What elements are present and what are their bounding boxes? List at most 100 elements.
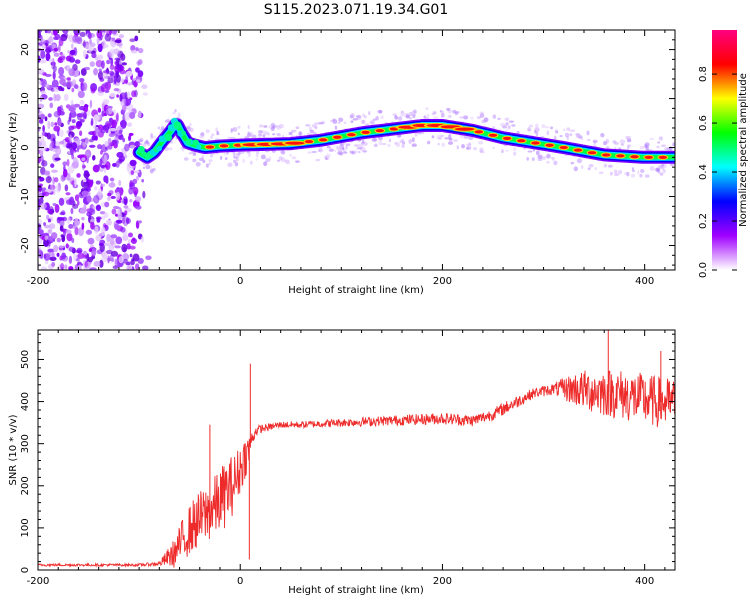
chart-title: S115.2023.071.19.34.G01 bbox=[264, 2, 449, 18]
noise-cell bbox=[71, 142, 78, 150]
spectrogram-marks bbox=[38, 30, 675, 270]
haze-cell bbox=[152, 135, 157, 139]
haze-cell bbox=[580, 165, 584, 169]
haze-cell bbox=[479, 111, 484, 117]
noise-cell bbox=[40, 50, 46, 59]
haze-cell bbox=[255, 158, 258, 161]
haze-cell bbox=[372, 118, 377, 121]
haze-cell bbox=[290, 129, 297, 133]
noise-cell bbox=[49, 256, 57, 262]
haze-cell bbox=[630, 173, 636, 178]
haze-cell bbox=[361, 119, 366, 124]
haze-cell bbox=[142, 166, 146, 170]
noise-cell bbox=[91, 248, 97, 257]
haze-cell bbox=[580, 136, 584, 141]
haze-cell bbox=[318, 121, 325, 125]
noise-cell bbox=[98, 163, 101, 168]
haze-cell bbox=[658, 136, 663, 141]
noise-cell bbox=[104, 33, 112, 42]
haze-cell bbox=[357, 143, 364, 148]
noise-cell bbox=[97, 188, 103, 196]
noise-cell bbox=[82, 178, 87, 183]
spectrogram-xtick-label: 200 bbox=[433, 276, 452, 287]
haze-cell bbox=[211, 133, 215, 136]
haze-cell bbox=[313, 132, 317, 135]
haze-cell bbox=[249, 160, 253, 165]
noise-cell bbox=[75, 258, 80, 262]
spectrogram-ytick-label: -10 bbox=[20, 188, 31, 204]
haze-cell bbox=[263, 125, 268, 128]
noise-cell bbox=[83, 49, 87, 58]
haze-cell bbox=[172, 111, 176, 115]
colorbar-tick-label: 0.2 bbox=[698, 213, 709, 229]
noise-cell bbox=[91, 135, 98, 141]
haze-cell bbox=[260, 154, 266, 160]
haze-cell bbox=[575, 133, 580, 138]
haze-cell bbox=[232, 127, 238, 132]
noise-cell bbox=[39, 59, 47, 64]
haze-cell bbox=[534, 130, 537, 134]
noise-cell bbox=[48, 36, 54, 45]
noise-cell bbox=[42, 191, 50, 197]
ridge-peak bbox=[587, 151, 597, 155]
haze-cell bbox=[553, 160, 558, 166]
haze-cell bbox=[342, 147, 345, 151]
haze-cell bbox=[349, 150, 355, 154]
noise-cell bbox=[127, 82, 133, 86]
haze-cell bbox=[262, 134, 266, 138]
haze-cell bbox=[640, 173, 643, 178]
haze-cell bbox=[656, 145, 660, 149]
noise-cell bbox=[93, 116, 99, 121]
haze-cell bbox=[640, 169, 645, 173]
noise-cell bbox=[97, 54, 104, 60]
noise-cell bbox=[109, 177, 115, 182]
haze-cell bbox=[658, 164, 663, 169]
noise-cell bbox=[72, 156, 78, 164]
haze-cell bbox=[363, 141, 368, 146]
haze-cell bbox=[469, 136, 474, 140]
haze-cell bbox=[483, 117, 489, 123]
noise-cell bbox=[101, 32, 106, 36]
haze-cell bbox=[600, 133, 605, 138]
noise-cell bbox=[59, 140, 64, 145]
noise-cell bbox=[105, 123, 113, 127]
haze-cell bbox=[398, 116, 403, 121]
noise-cell bbox=[67, 165, 75, 174]
noise-cell bbox=[125, 262, 131, 266]
noise-cell bbox=[54, 157, 61, 161]
haze-cell bbox=[598, 171, 604, 175]
noise-cell bbox=[56, 216, 61, 224]
haze-cell bbox=[566, 127, 571, 131]
noise-cell bbox=[67, 119, 70, 125]
noise-cell bbox=[60, 263, 65, 270]
noise-cell bbox=[38, 30, 43, 33]
noise-cell bbox=[84, 180, 90, 187]
haze-cell bbox=[423, 115, 427, 119]
noise-cell bbox=[98, 68, 103, 72]
noise-cell bbox=[54, 177, 59, 183]
haze-cell bbox=[444, 136, 450, 140]
noise-cell bbox=[109, 92, 116, 98]
haze-cell bbox=[672, 142, 675, 145]
haze-cell bbox=[441, 142, 445, 147]
snr-ytick-label: 0 bbox=[20, 567, 31, 573]
haze-cell bbox=[528, 128, 532, 132]
noise-cell bbox=[104, 201, 110, 208]
snr-xtick-label: 0 bbox=[237, 576, 243, 587]
noise-cell bbox=[123, 97, 126, 106]
noise-cell bbox=[113, 87, 120, 92]
haze-cell bbox=[276, 159, 281, 162]
haze-cell bbox=[362, 150, 368, 153]
noise-cell bbox=[135, 67, 140, 73]
noise-cell bbox=[106, 233, 111, 243]
haze-cell bbox=[399, 139, 403, 144]
haze-cell bbox=[672, 143, 675, 147]
noise-cell bbox=[129, 245, 136, 250]
noise-cell bbox=[68, 255, 73, 264]
noise-cell bbox=[38, 69, 45, 75]
noise-cell bbox=[119, 92, 127, 100]
noise-cell bbox=[74, 218, 79, 227]
noise-cell bbox=[128, 133, 132, 141]
noise-cell bbox=[87, 237, 95, 245]
